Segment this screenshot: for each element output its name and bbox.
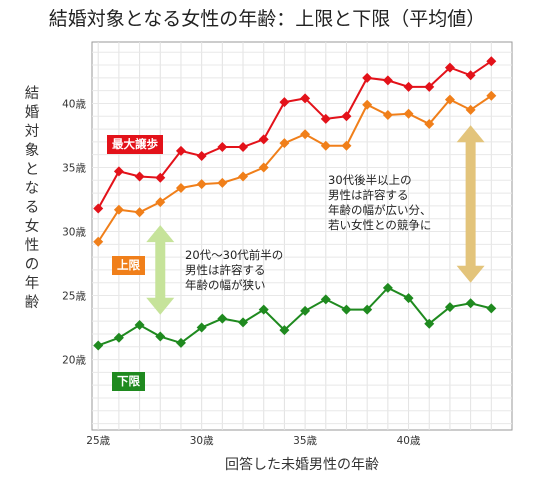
- data-point: [175, 182, 186, 193]
- data-point: [300, 93, 311, 104]
- data-point: [444, 94, 455, 105]
- data-point: [403, 108, 414, 119]
- y-tick-label: 35歳: [62, 162, 86, 174]
- annotation-line: 20代～30代前半の: [185, 248, 284, 262]
- data-point: [320, 294, 331, 305]
- y-tick-label: 20歳: [62, 355, 86, 367]
- data-point: [113, 166, 124, 177]
- y-tick-label: 40歳: [62, 98, 86, 110]
- data-point: [113, 204, 124, 215]
- data-point: [320, 140, 331, 151]
- data-point: [486, 303, 497, 314]
- data-point: [155, 331, 166, 342]
- data-point: [362, 99, 373, 110]
- y-tick-label: 30歳: [62, 227, 86, 239]
- data-point: [403, 81, 414, 92]
- data-point: [486, 90, 497, 101]
- data-point: [341, 304, 352, 315]
- data-point: [444, 302, 455, 313]
- data-point: [382, 75, 393, 86]
- annotation-wide-range: 30代後半以上の 男性は許容する 年齢の幅が広い分、 若い女性との競争に: [328, 173, 432, 233]
- data-point: [155, 197, 166, 208]
- data-point: [279, 97, 290, 108]
- data-point: [424, 118, 435, 129]
- data-point: [300, 129, 311, 140]
- data-point: [279, 325, 290, 336]
- data-point: [362, 304, 373, 315]
- data-point: [258, 304, 269, 315]
- x-tick-label: 35歳: [293, 435, 317, 447]
- data-point: [134, 171, 145, 182]
- data-point: [465, 70, 476, 81]
- data-point: [258, 134, 269, 145]
- chart-title: 結婚対象となる女性の年齢：上限と下限（平均値）: [48, 8, 486, 30]
- y-tick-label: 25歳: [62, 291, 86, 303]
- data-point: [175, 337, 186, 348]
- annotation-line: 男性は許容する: [185, 263, 266, 277]
- data-point: [341, 140, 352, 151]
- data-point: [362, 72, 373, 83]
- double-arrow: [146, 225, 175, 315]
- data-point: [424, 81, 435, 92]
- data-point: [382, 282, 393, 293]
- series-line: [97, 94, 492, 243]
- data-point: [444, 62, 455, 73]
- data-point: [196, 322, 207, 333]
- data-point: [93, 236, 104, 247]
- annotation-narrow-range: 20代～30代前半の 男性は許容する 年齢の幅が狭い: [185, 248, 283, 293]
- data-point: [320, 113, 331, 124]
- data-point: [341, 111, 352, 122]
- data-point: [217, 177, 228, 188]
- data-point: [279, 138, 290, 149]
- data-point: [300, 305, 311, 316]
- x-tick-label: 30歳: [190, 435, 214, 447]
- data-point: [93, 203, 104, 214]
- x-tick-label: 40歳: [397, 435, 421, 447]
- data-point: [217, 142, 228, 153]
- x-tick-label: 25歳: [86, 435, 110, 447]
- data-point: [465, 104, 476, 115]
- x-axis-label: 回答した未婚男性の年齢: [225, 457, 379, 473]
- data-point: [258, 162, 269, 173]
- data-point: [155, 172, 166, 183]
- data-point: [486, 56, 497, 67]
- double-arrow: [456, 125, 485, 283]
- data-point: [238, 317, 249, 328]
- data-point: [134, 319, 145, 330]
- data-point: [93, 340, 104, 351]
- data-point: [382, 109, 393, 120]
- annotation-line: 男性は許容する: [328, 188, 409, 202]
- data-point: [196, 179, 207, 190]
- data-point: [424, 318, 435, 329]
- data-point: [134, 207, 145, 218]
- series-label-max: 最大譲歩: [107, 135, 163, 154]
- data-point: [238, 142, 249, 153]
- data-point: [465, 298, 476, 309]
- data-point: [113, 332, 124, 343]
- data-point: [238, 171, 249, 182]
- series-label-lower: 下限: [112, 372, 145, 391]
- data-point: [217, 313, 228, 324]
- annotation-line: 年齢の幅が広い分、: [328, 203, 432, 217]
- annotation-line: 若い女性との競争に: [328, 218, 432, 232]
- data-point: [175, 145, 186, 156]
- annotation-line: 年齢の幅が狭い: [185, 278, 266, 292]
- y-axis-label: 結婚対象となる女性の年齢: [24, 86, 40, 311]
- annotation-line: 30代後半以上の: [328, 173, 412, 187]
- series-label-upper: 上限: [112, 256, 145, 275]
- data-point: [196, 150, 207, 161]
- data-point: [403, 293, 414, 304]
